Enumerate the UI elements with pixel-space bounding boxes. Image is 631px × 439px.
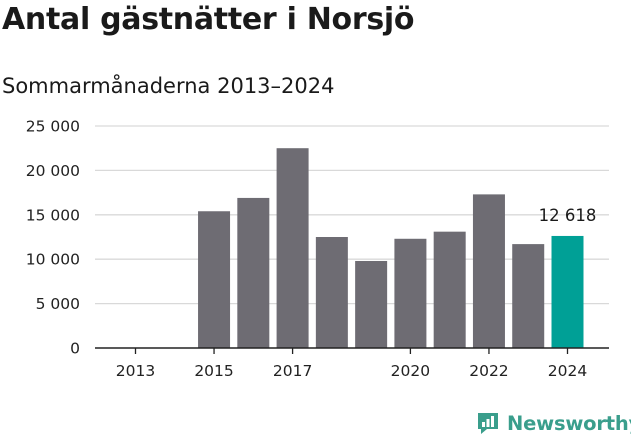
x-tick-label: 2013 [116, 362, 155, 380]
bar [394, 238, 427, 348]
y-tick-label: 5 000 [36, 295, 80, 313]
brand-logo: Newsworthy [475, 408, 631, 438]
bar [551, 235, 584, 348]
y-tick-label: 25 000 [26, 118, 80, 136]
x-tick-label: 2020 [391, 362, 430, 380]
bar [315, 237, 348, 348]
y-tick-label: 20 000 [26, 162, 80, 180]
data-label: 12 618 [539, 206, 597, 225]
bar [512, 244, 545, 348]
bar-chart: 0 5 000 10 000 15 000 20 000 25 000 2013 2015 20… [26, 118, 609, 380]
chart-subtitle: Sommarmånaderna 2013–2024 [2, 74, 335, 98]
bar [355, 260, 388, 348]
bar [472, 194, 505, 348]
x-tick-label: 2024 [548, 362, 587, 380]
bar [237, 197, 270, 348]
y-tick-label: 15 000 [26, 206, 80, 224]
chart-title: Antal gästnätter i Norsjö [2, 2, 415, 37]
newsworthy-logo-icon [478, 413, 498, 434]
x-tick-label: 2022 [469, 362, 508, 380]
x-tick-label: 2017 [273, 362, 312, 380]
y-tick-label: 10 000 [26, 251, 80, 269]
y-tick-label: 0 [70, 340, 80, 358]
x-tick-label: 2015 [194, 362, 233, 380]
bar [433, 231, 466, 348]
bar [198, 211, 231, 348]
bar [276, 148, 309, 348]
brand-name: Newsworthy [507, 411, 631, 435]
